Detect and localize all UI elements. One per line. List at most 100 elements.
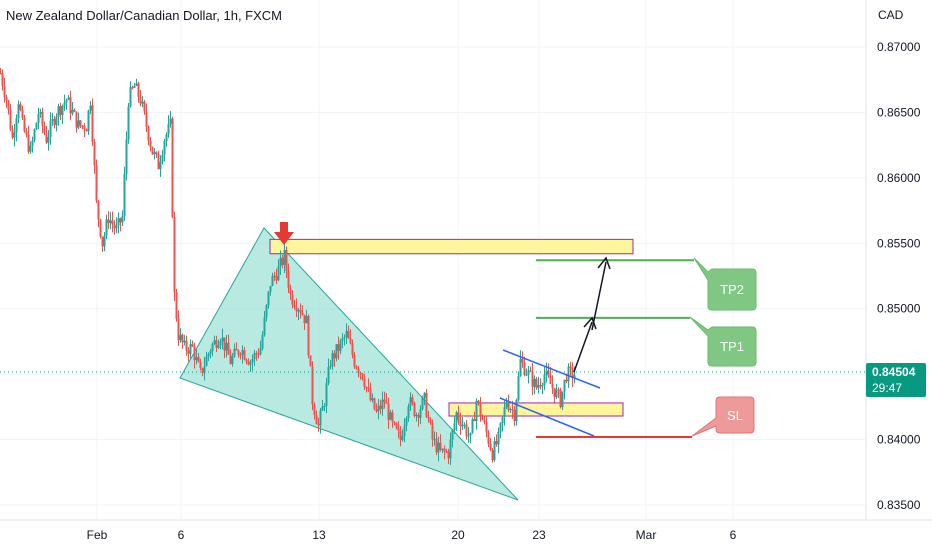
candle-body [90, 105, 92, 110]
tp1-callout[interactable]: TP1 [690, 317, 756, 366]
candle-body [552, 384, 554, 388]
candle-body [408, 406, 410, 418]
candle-body [84, 126, 86, 130]
candle-body [430, 419, 432, 423]
sl-callout[interactable]: SL [692, 397, 754, 436]
bar-countdown: 29:47 [872, 381, 902, 395]
candle-body [514, 410, 516, 421]
candle-body [444, 449, 446, 452]
candle-body [222, 337, 224, 341]
candle-body [88, 110, 90, 131]
price-axis[interactable]: 0.87000 0.86500 0.86000 0.85500 0.85000 0.845… [866, 0, 921, 520]
candle-body [376, 409, 378, 411]
candle-body [22, 110, 24, 118]
candle-body [388, 404, 390, 420]
candle-body [218, 345, 220, 348]
candle-body [510, 409, 512, 410]
candle-body [290, 288, 292, 294]
candle-body [114, 224, 116, 228]
candle-body [300, 310, 302, 313]
candle-body [352, 343, 354, 355]
resistance-zone[interactable] [270, 239, 633, 253]
candle-body [326, 383, 328, 406]
arrow-to-tp1 [574, 322, 592, 372]
candle-body [254, 353, 256, 359]
support-zone[interactable] [449, 403, 623, 416]
x-tick-label: 20 [451, 528, 465, 542]
candle-body [344, 337, 346, 338]
candle-body [158, 154, 160, 169]
candle-body [458, 412, 460, 420]
candle-body [24, 118, 26, 131]
x-tick-label: Mar [636, 528, 657, 542]
candle-body [64, 103, 66, 106]
candle-body [46, 133, 48, 143]
candle-body [226, 343, 228, 351]
candle-body [232, 356, 234, 364]
candle-body [570, 367, 572, 368]
candle-body [0, 73, 2, 74]
candle-body [500, 423, 502, 432]
candle-body [156, 152, 158, 154]
candle-body [374, 398, 376, 409]
candle-body [358, 368, 360, 372]
projection-arrows[interactable] [574, 258, 610, 372]
x-tick-label: 23 [532, 528, 546, 542]
candle-body [250, 362, 252, 364]
candle-body [276, 276, 278, 280]
candle-body [392, 412, 394, 422]
candle-body [464, 425, 466, 426]
candle-body [522, 359, 524, 363]
candle-body [502, 417, 504, 423]
candle-body [446, 451, 448, 452]
candle-body [104, 236, 106, 247]
candle-body [242, 350, 244, 355]
candle-body [10, 110, 12, 130]
candle-body [486, 422, 488, 432]
candle-body [262, 335, 264, 349]
candle-body [540, 385, 542, 386]
candle-body [196, 357, 198, 360]
candle-body [424, 393, 426, 398]
candle-body [370, 388, 372, 400]
candle-body [148, 127, 150, 141]
candle-body [518, 376, 520, 400]
candle-body [260, 349, 262, 355]
candle-body [120, 218, 122, 222]
candle-body [442, 449, 444, 450]
candle-body [284, 250, 286, 265]
candle-body [206, 357, 208, 366]
tp2-callout[interactable]: TP2 [694, 258, 756, 310]
candle-body [70, 97, 72, 113]
time-axis[interactable]: Feb 6 13 20 23 Mar 6 [0, 520, 932, 542]
candle-body [382, 400, 384, 410]
candle-body [238, 350, 240, 354]
candle-body [366, 387, 368, 388]
candle-body [146, 112, 148, 127]
candle-body [414, 403, 416, 416]
candle-body [68, 97, 70, 99]
candle-body [334, 353, 336, 358]
candle-body [516, 400, 518, 421]
candle-body [60, 106, 62, 115]
candle-body [192, 344, 194, 346]
candle-body [182, 335, 184, 343]
candle-body [252, 359, 254, 362]
candle-body [208, 354, 210, 357]
candle-body [264, 317, 266, 335]
candle-body [332, 353, 334, 366]
candle-body [474, 419, 476, 421]
x-tick-label: 6 [730, 528, 737, 542]
candle-body [280, 258, 282, 267]
candle-body [54, 119, 56, 125]
candle-body [170, 119, 172, 124]
candle-body [132, 87, 134, 88]
y-tick-label: 0.87000 [877, 40, 921, 54]
candle-body [100, 219, 102, 236]
candle-body [324, 406, 326, 407]
candle-body [564, 380, 566, 392]
candle-body [390, 412, 392, 419]
candle-body [330, 366, 332, 367]
candle-body [534, 379, 536, 387]
